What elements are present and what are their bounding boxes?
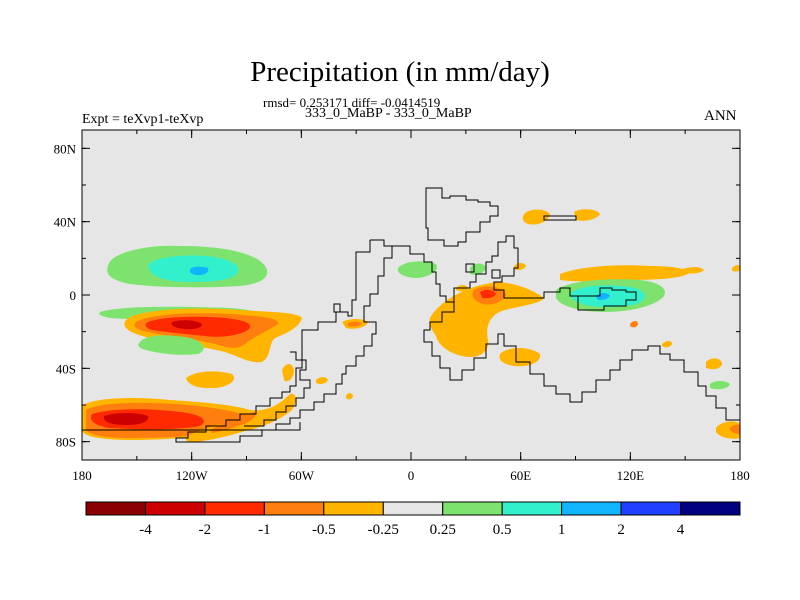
- contour--1: [480, 289, 496, 299]
- plot-title: Precipitation (in mm/day): [250, 56, 550, 88]
- y-tick-label: 40S: [56, 361, 76, 376]
- x-tick-label: 60E: [510, 468, 531, 483]
- southern-ocean-east-dry-core: [210, 412, 256, 433]
- axis-ticks: [81, 130, 741, 460]
- north-dry-band: [560, 265, 690, 282]
- colorbar-label: -1: [258, 522, 271, 538]
- colorbar-box: [204, 501, 265, 516]
- y-tick-label: 0: [70, 288, 77, 303]
- x-tick-label: 180: [72, 468, 92, 483]
- x-tick-label: 0: [408, 468, 415, 483]
- y-axis-labels: 80N 40N 0 40S 80S: [54, 141, 77, 449]
- x-tick-label: 120W: [176, 468, 209, 483]
- south-atlantic-dry-dot: [346, 393, 353, 400]
- colorbar-box: [85, 501, 146, 516]
- x-tick-label: 60W: [289, 468, 315, 483]
- colorbar-box: [263, 501, 325, 516]
- south-pacific-dry-region: [124, 308, 302, 363]
- coastline-gondwana-west: [175, 240, 393, 443]
- arabia-dry-patch: [522, 209, 550, 225]
- atlantic-dry-patch: [316, 377, 328, 384]
- contour--2: [171, 320, 202, 330]
- x-tick-label: 120E: [617, 468, 645, 483]
- season-label: ANN: [704, 108, 737, 124]
- coastline-north-continent: [425, 187, 499, 247]
- colorbar-box: [323, 501, 384, 516]
- colorbar-label: -0.25: [368, 522, 399, 538]
- colorbar-box: [144, 501, 206, 516]
- y-tick-label: 80N: [54, 141, 77, 156]
- pacific-dry-dot-2: [662, 341, 672, 348]
- colorbar-label: 1: [558, 522, 566, 538]
- pacific-dry-dash-east: [732, 265, 740, 272]
- southeast-pacific-dry-patch: [706, 358, 722, 370]
- north-africa-wet-patch: [397, 261, 438, 278]
- contour-1: [189, 266, 209, 276]
- pacific-dry-dash: [680, 267, 704, 274]
- contour--2: [103, 413, 149, 425]
- colorbar-label: 2: [617, 522, 625, 538]
- pacific-dry-dot: [630, 321, 638, 328]
- colorbar-box: [680, 501, 741, 516]
- y-tick-label: 40N: [54, 215, 77, 230]
- colorbar-box: [501, 501, 563, 516]
- stats-line: rmsd= 0.253171 diff= -0.0414519: [263, 95, 441, 110]
- contour--0.25: [429, 282, 544, 358]
- coastline-southern-edge: [82, 422, 301, 431]
- southeast-pacific-wet-dot: [710, 381, 730, 390]
- amazon-dry-core: [348, 321, 362, 327]
- colorbar-box: [620, 501, 682, 516]
- colorbar-label: -0.5: [312, 522, 336, 538]
- south-pacific-wet-patch: [138, 335, 204, 355]
- colorbar-label: 4: [677, 522, 685, 538]
- coastline-northwest-islands: [333, 303, 341, 313]
- asia-dry-patch: [574, 209, 600, 221]
- coastlines: [82, 187, 740, 443]
- south-atlantic-dry-patch: [282, 364, 294, 382]
- southeast-pacific-dry-south-core: [730, 424, 740, 434]
- coastline-pangea: [370, 235, 637, 311]
- south-pacific-dry-patch: [186, 371, 235, 389]
- colorbar-label: 0.5: [493, 522, 512, 538]
- coastline-pangea-south: [423, 302, 740, 421]
- colorbar-label: -4: [139, 522, 152, 538]
- coastline-east-small: [465, 263, 475, 273]
- coastline-gondwana-inner: [244, 351, 311, 427]
- experiment-label: Expt = teXvp1-teXvp: [82, 112, 204, 127]
- y-tick-label: 80S: [56, 435, 76, 450]
- colorbar-box: [561, 501, 622, 516]
- x-axis-labels: 180 120W 60W 0 60E 120E 180: [72, 468, 750, 483]
- colorbar-labels: -4 -2 -1 -0.5 -0.25 0.25 0.5 1 2 4: [139, 522, 685, 538]
- anomaly-fields: [82, 209, 740, 442]
- colorbar-box: [442, 501, 503, 516]
- east-africa-dry-region: [429, 282, 544, 367]
- coastline-north-island: [543, 215, 577, 221]
- colorbar: [85, 501, 741, 516]
- case-subtitle: 333_0_MaBP - 333_0_MaBP: [305, 106, 472, 121]
- colorbar-box: [382, 501, 444, 516]
- colorbar-label: 0.25: [430, 522, 456, 538]
- coastline-east-small-2: [491, 269, 501, 279]
- colorbar-label: -2: [199, 522, 212, 538]
- x-tick-label: 180: [730, 468, 750, 483]
- north-pacific-wet-region: [107, 245, 268, 288]
- west-pacific-wet-region: [556, 265, 690, 312]
- southern-ocean-dry-region: [82, 393, 296, 442]
